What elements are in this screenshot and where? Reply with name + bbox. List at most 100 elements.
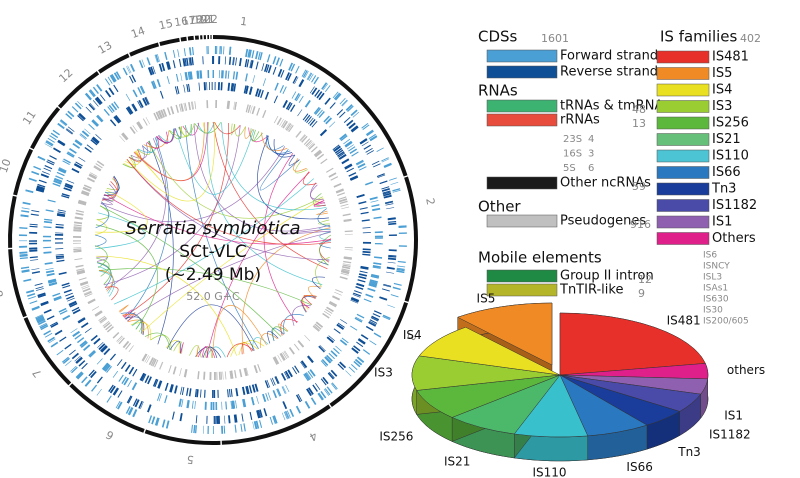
legend-text: Group II intron [560,269,654,284]
gene-track-tick [42,171,50,175]
gene-track-tick [318,346,325,353]
contig-arc [57,71,100,109]
gene-track-tick [290,104,296,112]
gene-track-tick [362,253,371,256]
gene-track-tick [232,400,235,409]
gene-track-tick [277,68,283,77]
gene-track-tick [245,386,249,395]
gene-track-tick [55,254,64,256]
gene-track-tick [373,216,382,220]
gene-track-tick [337,363,345,371]
gene-track-tick [144,97,150,105]
gene-track-tick [119,135,126,142]
gene-track-tick [166,107,171,116]
gene-track-tick [57,122,65,129]
gene-track-tick [45,209,54,213]
link [123,123,229,318]
contig-label: 3 [404,331,419,343]
link [202,122,209,134]
gene-track-tick [397,260,406,263]
gene-track-tick [382,314,391,320]
link [103,175,120,196]
legend-text: 6 [588,163,594,174]
gene-track-tick [84,93,92,101]
pie-slice [457,302,553,366]
gene-track-tick [122,132,129,140]
gene-track-tick [150,66,155,75]
gene-track-tick [93,165,102,171]
gene-track-tick [89,351,97,358]
gene-track-tick [172,60,176,69]
gene-track-tick [82,287,91,293]
gene-track-tick [61,193,70,197]
gene-track-tick [71,306,80,312]
gene-track-tick [91,384,98,392]
gene-track-tick [84,327,92,333]
gene-track-tick [351,296,360,302]
gene-track-tick [62,160,70,166]
gene-track-tick [255,61,259,70]
gene-track-tick [197,371,200,380]
legend-text: 9 [638,287,645,300]
gene-track-tick [90,370,97,379]
legend-text: 5S [563,163,576,174]
link [241,341,253,355]
gene-track-tick [372,313,381,318]
gene-track-tick [99,316,107,323]
gene-track-tick [129,75,134,84]
gene-track-tick [131,382,138,391]
gene-track-tick [381,158,390,163]
gene-track-tick [306,72,312,80]
gene-track-tick [285,123,292,131]
gene-track-tick [382,316,391,321]
gene-track-tick [259,409,262,418]
gene-track-tick [358,338,366,344]
gene-track-tick [235,414,238,423]
gene-track-tick [249,105,253,114]
gene-track-tick [21,270,30,273]
gene-track-tick [64,343,72,350]
gene-track-tick [196,70,199,79]
gene-track-tick [358,200,367,205]
gene-track-tick [37,183,46,188]
gene-track-tick [125,364,131,373]
gene-track-tick [388,222,397,226]
gene-track-tick [139,372,145,381]
gene-track-tick [70,365,77,372]
gene-track-tick [392,188,401,192]
link [175,127,255,195]
gene-track-tick [295,394,302,403]
gene-track-tick [392,286,401,291]
pie-label: IS1 [724,409,743,423]
gene-track-tick [298,95,304,103]
gene-track-tick [359,138,368,145]
gene-track-tick [300,134,307,142]
gene-track-tick [161,62,166,72]
gene-track-tick [71,366,78,374]
gene-track-tick [306,388,312,397]
gene-track-tick [127,407,133,415]
gene-track-tick [235,101,237,110]
gene-track-tick [62,314,71,321]
gene-track-tick [113,116,120,124]
gene-track-tick [353,292,361,297]
gene-track-tick [235,57,237,66]
gene-track-tick [123,377,130,386]
gene-track-tick [285,384,290,393]
gene-track-tick [246,367,249,376]
gene-track-tick [333,92,341,100]
gene-track-tick [292,75,298,84]
gene-track-tick [100,345,108,353]
legend-swatch [656,50,710,64]
gene-track-tick [356,282,365,288]
gene-track-tick [388,255,397,258]
gene-track-tick [304,400,311,409]
gene-track-tick [65,360,72,367]
gene-track-tick [261,63,265,71]
gene-track-tick [322,83,329,91]
gene-track-tick [346,167,354,173]
gene-track-tick [280,70,285,78]
link [125,137,170,320]
gene-track-tick [166,76,170,85]
gene-track-tick [396,268,405,272]
